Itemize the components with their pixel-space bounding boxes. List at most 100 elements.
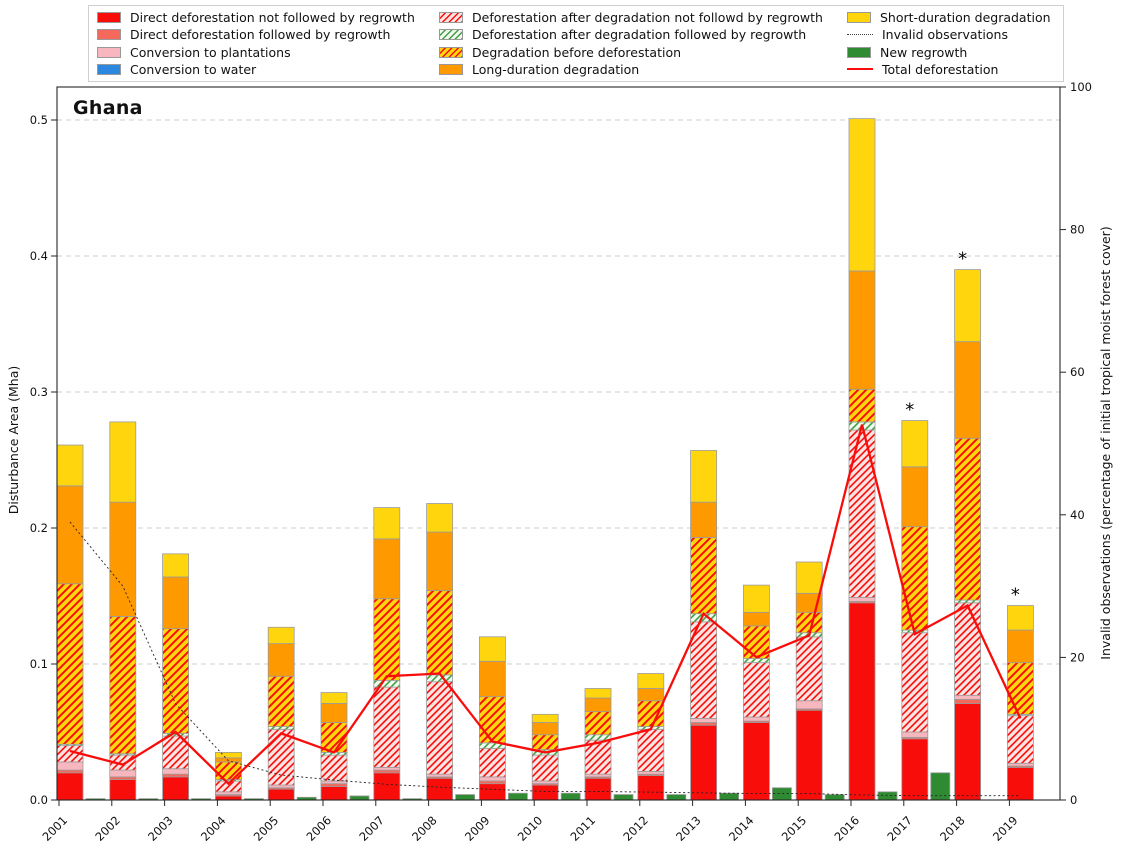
bar-segment bbox=[584, 739, 612, 775]
bar-segment bbox=[531, 754, 559, 782]
legend-swatch-blue bbox=[97, 63, 121, 75]
bar-segment bbox=[848, 596, 876, 602]
y-axis-label-right: Invalid observations (percentage of init… bbox=[1098, 226, 1113, 660]
bar-segment bbox=[1007, 762, 1034, 767]
bar-segment bbox=[584, 697, 612, 713]
legend-swatch-yellow bbox=[847, 12, 871, 24]
bar-segment bbox=[162, 773, 190, 778]
legend-item: Degradation before deforestation bbox=[439, 44, 847, 61]
bar-segment bbox=[373, 766, 401, 771]
bar-segment bbox=[109, 501, 137, 617]
legend-swatch-green bbox=[847, 46, 871, 58]
bar-segment bbox=[109, 779, 137, 801]
bar-segment bbox=[637, 771, 665, 775]
bar-segment bbox=[109, 616, 137, 755]
legend-swatch-orange bbox=[439, 63, 463, 75]
legend-label: Direct deforestation followed by regrowt… bbox=[130, 27, 391, 43]
legend-label: Short-duration degradation bbox=[880, 10, 1051, 26]
bar-segment bbox=[954, 698, 981, 704]
legend-swatch-salmon bbox=[97, 29, 121, 41]
y-tick-label: 0.4 bbox=[30, 249, 48, 263]
legend-swatch-hatch-red-white bbox=[439, 12, 463, 24]
x-tick-label: 2011 bbox=[568, 813, 599, 844]
bar-segment bbox=[478, 660, 506, 698]
legend-item: New regrowth bbox=[847, 44, 1067, 61]
bar-segment bbox=[267, 728, 295, 786]
bar-segment bbox=[1007, 605, 1034, 631]
bar-segment bbox=[954, 437, 981, 601]
legend-item: Total deforestation bbox=[847, 61, 1067, 78]
bar-segment bbox=[56, 583, 84, 745]
x-tick-label: 2014 bbox=[726, 813, 757, 844]
bar-segment bbox=[743, 658, 770, 664]
bar-segment bbox=[267, 675, 295, 727]
total-deforestation-line-swatch bbox=[847, 68, 873, 71]
bar-segment bbox=[848, 388, 876, 423]
legend-swatch-red bbox=[97, 12, 121, 24]
bar-segment bbox=[214, 795, 242, 801]
legend-item: Long-duration degradation bbox=[439, 61, 847, 78]
bar-segment bbox=[267, 643, 295, 677]
legend-swatch-hatch-green-white bbox=[439, 29, 463, 41]
bar-segment bbox=[267, 626, 295, 645]
bar-segment bbox=[320, 783, 348, 787]
bar-segment bbox=[373, 598, 401, 681]
bar-segment bbox=[56, 485, 84, 585]
bar-segment bbox=[320, 703, 348, 723]
bar-segment bbox=[162, 776, 190, 801]
bar-segment bbox=[162, 768, 190, 775]
y-tick-label-right: 80 bbox=[1070, 223, 1085, 237]
bar-segment bbox=[795, 700, 823, 710]
legend-item: Short-duration degradation bbox=[847, 9, 1067, 26]
bar-segment bbox=[637, 673, 665, 689]
x-tick-label: 2017 bbox=[884, 813, 915, 844]
bar-segment bbox=[531, 734, 559, 751]
bar-segment bbox=[267, 726, 295, 730]
bar-segment bbox=[109, 776, 137, 781]
bar-segment bbox=[162, 628, 190, 734]
bar-segment bbox=[478, 783, 506, 801]
x-tick-label: 2016 bbox=[832, 813, 863, 844]
bar-segment bbox=[373, 538, 401, 600]
bar-segment bbox=[426, 531, 454, 591]
legend-label: Long-duration degradation bbox=[472, 61, 640, 77]
bar-segment bbox=[1007, 629, 1034, 664]
legend-item: Deforestation after degradation not foll… bbox=[439, 9, 847, 26]
bar-segment bbox=[901, 420, 929, 468]
bar-segment bbox=[690, 722, 717, 726]
bar-segment bbox=[795, 636, 823, 702]
asterisk-marker: * bbox=[1011, 585, 1020, 606]
legend-item: Direct deforestation not followed by reg… bbox=[97, 9, 439, 26]
y-tick-label-right: 40 bbox=[1070, 508, 1085, 522]
y-tick-label: 0.1 bbox=[30, 657, 48, 671]
legend-label: Conversion to plantations bbox=[130, 44, 291, 60]
bar-segment bbox=[1007, 715, 1034, 764]
regrowth-bar bbox=[613, 794, 634, 801]
bar-segment bbox=[320, 754, 348, 782]
x-tick-label: 2013 bbox=[673, 813, 704, 844]
bar-segment bbox=[795, 709, 823, 801]
bar-segment bbox=[743, 584, 770, 613]
regrowth-bar bbox=[824, 794, 845, 801]
bar-segment bbox=[426, 773, 454, 778]
x-tick-label: 2005 bbox=[251, 813, 282, 844]
bar-segment bbox=[901, 738, 929, 801]
legend-label: Conversion to water bbox=[130, 61, 257, 77]
regrowth-bar bbox=[560, 792, 581, 801]
bar-segment bbox=[795, 561, 823, 594]
bar-segment bbox=[584, 734, 612, 741]
bar-segment bbox=[848, 429, 876, 598]
legend-label: Deforestation after degradation followed… bbox=[472, 27, 807, 43]
bar-segment bbox=[848, 118, 876, 272]
regrowth-bar bbox=[719, 792, 739, 801]
x-tick-label: 2008 bbox=[409, 813, 440, 844]
bar-segment bbox=[637, 700, 665, 727]
legend: Direct deforestation not followed by reg… bbox=[88, 5, 1064, 82]
bar-segment bbox=[478, 780, 506, 785]
invalid-observations-line-swatch bbox=[847, 34, 873, 36]
bar-segment bbox=[954, 703, 981, 801]
y-tick-label: 0.5 bbox=[30, 113, 48, 127]
bar-segment bbox=[848, 270, 876, 390]
bar-segment bbox=[954, 602, 981, 696]
